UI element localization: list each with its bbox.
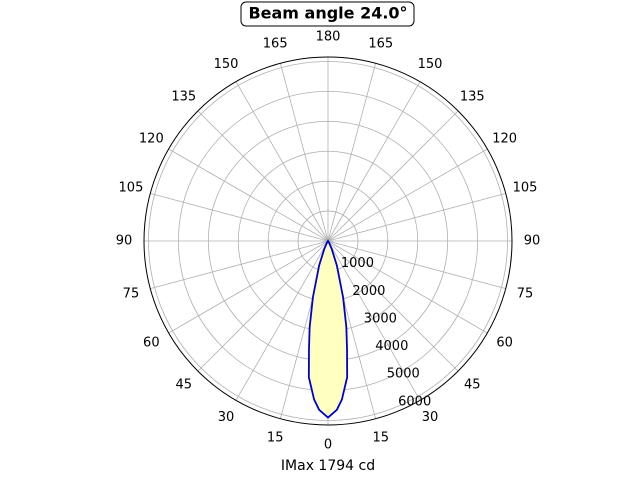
theta-tick-label: 150	[418, 57, 443, 72]
grid-line	[327, 148, 488, 242]
r-tick-label: 5000	[387, 367, 420, 382]
theta-tick-label: 75	[517, 286, 534, 301]
theta-tick-label: 0	[324, 438, 332, 453]
grid-line	[327, 81, 421, 242]
r-tick-label: 4000	[375, 339, 408, 354]
theta-tick-label: 30	[218, 410, 235, 425]
theta-tick-label: 90	[524, 234, 541, 249]
chart-title: Beam angle 24.0°	[248, 4, 407, 23]
beam-area	[308, 241, 348, 418]
r-tick-label: 2000	[352, 284, 385, 299]
beam-line	[307, 239, 349, 419]
grid-line	[168, 148, 329, 242]
theta-tick-label: 105	[513, 181, 538, 196]
theta-tick-label: 90	[116, 234, 133, 249]
theta-tick-label: 45	[175, 378, 192, 393]
theta-tick-label: 165	[368, 36, 393, 51]
r-tick-label: 6000	[398, 394, 431, 409]
theta-tick-label: 60	[143, 336, 160, 351]
x-axis-label: IMax 1794 cd	[281, 458, 375, 474]
grid-line	[150, 240, 329, 290]
theta-tick-label: 30	[422, 410, 439, 425]
grid-line	[327, 110, 459, 242]
theta-tick-label: 45	[464, 378, 481, 393]
grid-line	[235, 81, 329, 242]
theta-tick-label: 120	[139, 132, 164, 147]
theta-tick-label: 75	[123, 286, 140, 301]
grid-line	[197, 110, 329, 242]
grid-line	[235, 240, 329, 401]
theta-tick-label: 105	[119, 181, 144, 196]
title-box	[240, 1, 415, 27]
grid-line	[327, 240, 459, 372]
grid-line	[197, 240, 329, 372]
theta-tick-label: 165	[263, 36, 288, 51]
grid-line	[168, 240, 329, 334]
r-tick-label: 1000	[341, 256, 374, 271]
grid-circle	[148, 61, 508, 421]
theta-tick-label: 135	[460, 89, 485, 104]
grid-line	[327, 192, 506, 242]
theta-tick-label: 60	[496, 336, 513, 351]
polar-frame	[143, 56, 513, 426]
theta-tick-label: 120	[492, 132, 517, 147]
theta-tick-label: 150	[214, 57, 239, 72]
grid-line	[327, 240, 488, 334]
grid-line	[327, 63, 377, 242]
theta-tick-label: 15	[267, 431, 284, 446]
grid-line	[279, 63, 329, 242]
theta-tick-label: 180	[316, 30, 341, 45]
grid-line	[150, 192, 329, 242]
theta-tick-label: 15	[373, 431, 390, 446]
r-tick-label: 3000	[364, 311, 397, 326]
grid-line	[327, 240, 506, 290]
theta-tick-label: 135	[171, 89, 196, 104]
grid-line	[327, 240, 421, 401]
